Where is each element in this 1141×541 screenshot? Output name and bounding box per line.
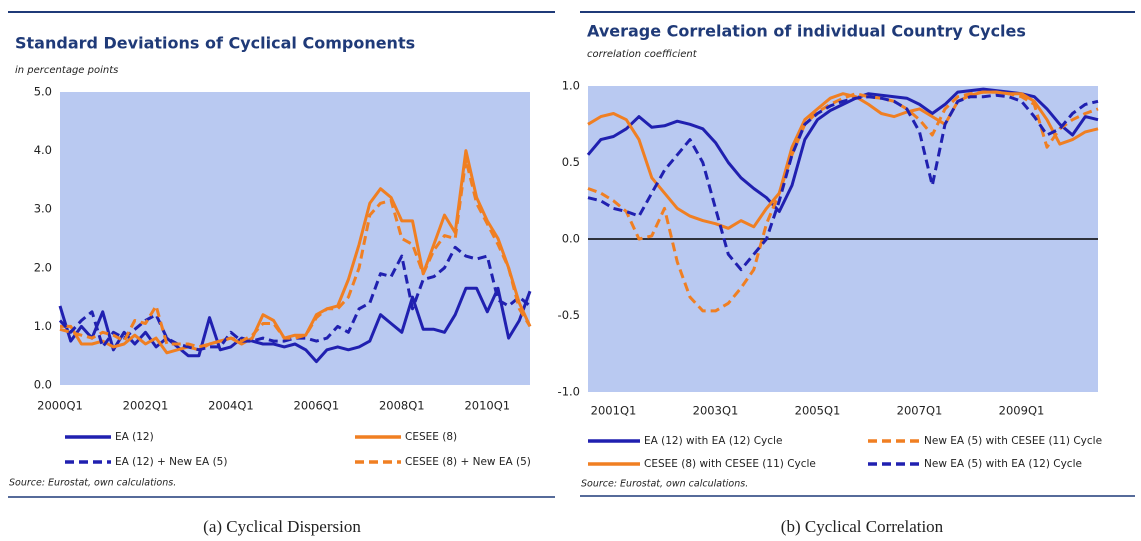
legend-label: EA (12) + New EA (5) <box>115 456 227 468</box>
x-tick-label: 2002Q1 <box>123 399 169 413</box>
x-tick-label: 2008Q1 <box>379 399 425 413</box>
legend-label: CESEE (8) + New EA (5) <box>405 456 531 468</box>
y-tick-label: -1.0 <box>558 385 580 399</box>
series-line <box>58 286 532 364</box>
source-note: Source: Eurostat, own calculations. <box>9 478 176 489</box>
x-tick-label: 2007Q1 <box>897 404 943 418</box>
source-note: Source: Eurostat, own calculations. <box>581 479 748 490</box>
x-tick-label: 2001Q1 <box>591 404 637 418</box>
legend-label: New EA (5) with EA (12) Cycle <box>924 458 1082 470</box>
x-tick-label: 2003Q1 <box>693 404 739 418</box>
y-tick-label: 2.0 <box>34 260 52 274</box>
x-tick-label: 2006Q1 <box>294 399 340 413</box>
y-tick-label: -0.5 <box>558 308 580 322</box>
y-tick-label: 5.0 <box>34 85 52 99</box>
x-tick-label: 2009Q1 <box>999 404 1045 418</box>
chart-title: Standard Deviations of Cyclical Componen… <box>15 34 415 53</box>
chart-subtitle: correlation coefficient <box>587 49 698 60</box>
series-line <box>587 93 1099 272</box>
caption: (a) Cyclical Dispersion <box>203 517 361 536</box>
series-line <box>58 245 531 352</box>
chart-title: Average Correlation of individual Countr… <box>587 22 1026 41</box>
legend-label: CESEE (8) with CESEE (11) Cycle <box>644 458 816 470</box>
legend-label: EA (12) <box>115 431 154 443</box>
y-tick-label: 0.0 <box>34 378 52 392</box>
y-tick-label: 4.0 <box>34 143 52 157</box>
y-tick-label: 0.5 <box>562 155 580 169</box>
x-tick-label: 2000Q1 <box>37 399 83 413</box>
y-tick-label: 1.0 <box>34 319 52 333</box>
series-line <box>587 90 1099 230</box>
y-tick-label: 1.0 <box>562 79 580 93</box>
x-tick-label: 2005Q1 <box>795 404 841 418</box>
chart-subtitle: in percentage points <box>15 65 118 76</box>
y-tick-label: 0.0 <box>562 232 580 246</box>
caption: (b) Cyclical Correlation <box>781 517 944 536</box>
legend-label: CESEE (8) <box>405 431 457 443</box>
x-tick-label: 2010Q1 <box>464 399 510 413</box>
legend-label: New EA (5) with CESEE (11) Cycle <box>924 435 1102 447</box>
x-tick-label: 2004Q1 <box>208 399 254 413</box>
legend-label: EA (12) with EA (12) Cycle <box>644 435 782 447</box>
y-tick-label: 3.0 <box>34 202 52 216</box>
series-line <box>60 149 532 355</box>
